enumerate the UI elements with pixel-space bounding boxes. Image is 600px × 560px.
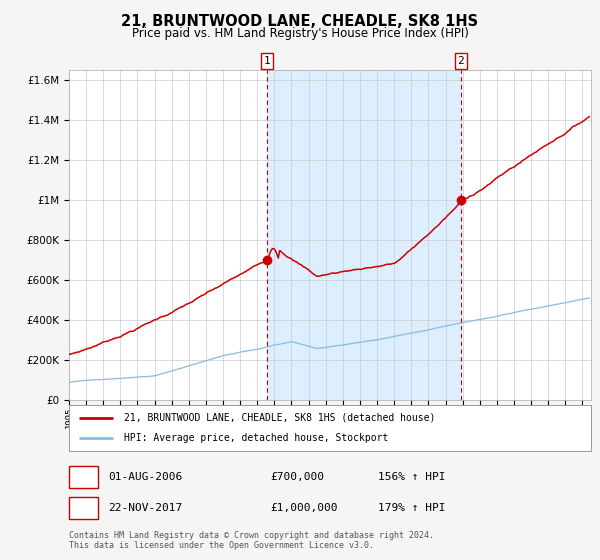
Text: 1: 1: [264, 56, 271, 66]
Text: Price paid vs. HM Land Registry's House Price Index (HPI): Price paid vs. HM Land Registry's House …: [131, 27, 469, 40]
Text: 22-NOV-2017: 22-NOV-2017: [109, 503, 183, 513]
Text: 2: 2: [80, 503, 87, 513]
Text: 01-AUG-2006: 01-AUG-2006: [109, 472, 183, 482]
Text: 156% ↑ HPI: 156% ↑ HPI: [378, 472, 445, 482]
Text: 179% ↑ HPI: 179% ↑ HPI: [378, 503, 445, 513]
Text: £700,000: £700,000: [270, 472, 324, 482]
Text: HPI: Average price, detached house, Stockport: HPI: Average price, detached house, Stoc…: [124, 433, 388, 443]
Bar: [267, 70, 461, 400]
Text: 21, BRUNTWOOD LANE, CHEADLE, SK8 1HS: 21, BRUNTWOOD LANE, CHEADLE, SK8 1HS: [121, 14, 479, 29]
Text: 2: 2: [458, 56, 464, 66]
Text: 21, BRUNTWOOD LANE, CHEADLE, SK8 1HS (detached house): 21, BRUNTWOOD LANE, CHEADLE, SK8 1HS (de…: [124, 413, 435, 423]
Text: This data is licensed under the Open Government Licence v3.0.: This data is licensed under the Open Gov…: [69, 541, 374, 550]
Text: £1,000,000: £1,000,000: [270, 503, 337, 513]
Text: Contains HM Land Registry data © Crown copyright and database right 2024.: Contains HM Land Registry data © Crown c…: [69, 531, 434, 540]
Text: 1: 1: [80, 472, 87, 482]
